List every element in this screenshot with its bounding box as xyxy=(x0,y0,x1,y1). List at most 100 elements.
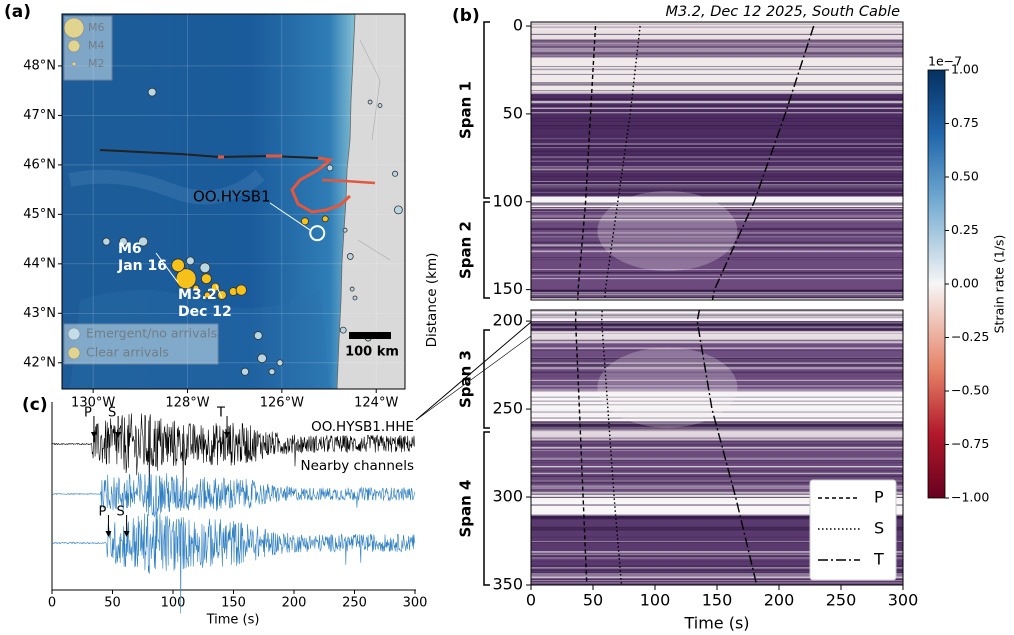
texture-line xyxy=(531,322,903,324)
texture-band xyxy=(531,92,903,197)
texture-line xyxy=(531,186,903,188)
pick-arrowhead xyxy=(105,531,112,537)
texture-line xyxy=(531,482,903,484)
texture-line xyxy=(531,145,903,147)
event xyxy=(171,258,185,273)
x-axis-label: Time (s) xyxy=(683,614,749,633)
event xyxy=(349,286,355,292)
texture-line xyxy=(531,77,903,79)
texture-line xyxy=(531,500,903,502)
panel-label: (a) xyxy=(4,2,31,22)
waveform-trace xyxy=(51,472,415,518)
colorbar xyxy=(927,69,946,499)
texture-line xyxy=(531,340,903,342)
texture-line xyxy=(531,257,903,259)
x-tick-label: 100 xyxy=(640,591,671,610)
legend-label: P xyxy=(874,488,884,507)
texture-line xyxy=(531,217,903,220)
texture-line xyxy=(531,125,903,127)
texture-line xyxy=(531,289,903,291)
land xyxy=(336,14,405,389)
texture-line xyxy=(531,51,903,53)
texture-line xyxy=(531,61,903,63)
texture-line xyxy=(531,551,903,554)
texture-line xyxy=(531,182,903,184)
texture-line xyxy=(531,66,903,68)
texture-line xyxy=(531,349,903,352)
annotation: M3.2 xyxy=(178,287,217,303)
texture-line xyxy=(531,472,903,475)
texture-line xyxy=(531,120,903,122)
texture-line xyxy=(531,462,903,464)
texture-line xyxy=(531,289,903,291)
texture-line xyxy=(531,446,903,449)
span-bracket xyxy=(483,431,490,586)
y-tick-label: 50 xyxy=(503,103,523,122)
texture-line xyxy=(531,108,903,109)
texture-line xyxy=(531,166,903,168)
texture-band xyxy=(531,321,903,332)
texture-line xyxy=(531,33,903,35)
texture-line xyxy=(531,333,903,334)
texture-line xyxy=(531,204,903,206)
texture-line xyxy=(531,457,903,459)
texture-line xyxy=(531,385,903,387)
texture-line xyxy=(531,396,903,398)
texture-line xyxy=(531,156,903,158)
texture-line xyxy=(531,273,903,275)
texture-line xyxy=(531,259,903,261)
texture-line xyxy=(531,433,903,436)
annotation: Dec 12 xyxy=(178,304,232,320)
texture-line xyxy=(531,154,903,156)
event xyxy=(339,326,347,334)
texture-line xyxy=(531,92,903,94)
span-label: Span 1 xyxy=(457,81,475,139)
cable-segment xyxy=(321,178,376,185)
span-bracket xyxy=(483,21,490,199)
texture-line xyxy=(531,375,903,377)
x-tick-label: 150 xyxy=(702,591,733,610)
texture-line xyxy=(531,269,903,270)
y-axis-label: Distance (km) xyxy=(424,253,440,348)
texture-line xyxy=(531,26,903,28)
waveform-trace xyxy=(51,511,415,614)
texture-line xyxy=(531,218,903,221)
trace-label: OO.HYSB1.HHE xyxy=(311,419,414,435)
pick-arrowhead xyxy=(224,432,231,438)
texture-line xyxy=(531,216,903,218)
seafloor-relief xyxy=(68,169,265,205)
texture-line xyxy=(531,566,903,567)
panel-label: (c) xyxy=(22,395,48,415)
event xyxy=(326,164,334,172)
texture-line xyxy=(531,485,903,488)
texture-line xyxy=(531,444,903,446)
texture-line xyxy=(531,417,903,419)
texture-line xyxy=(531,99,903,100)
texture-line xyxy=(531,234,903,236)
texture-line xyxy=(531,516,903,518)
texture-line xyxy=(531,250,903,253)
event xyxy=(268,368,276,376)
texture-line xyxy=(531,448,903,450)
chart-title: M3.2, Dec 12 2025, South Cable xyxy=(665,4,900,20)
texture-line xyxy=(531,326,903,327)
texture-line xyxy=(531,63,903,64)
texture-line xyxy=(531,412,903,415)
texture-line xyxy=(531,82,903,85)
texture-line xyxy=(531,242,903,245)
texture-line xyxy=(531,391,903,393)
event xyxy=(235,284,247,296)
texture-line xyxy=(531,107,903,109)
texture-line xyxy=(531,367,903,370)
texture-line xyxy=(531,536,903,538)
texture-line xyxy=(531,573,903,576)
texture-line xyxy=(531,188,903,190)
texture-line xyxy=(531,241,903,243)
legend-label: S xyxy=(874,519,884,538)
y-tick-label: 200 xyxy=(492,311,523,330)
texture-line xyxy=(531,573,903,576)
zoom-line xyxy=(415,321,532,421)
event xyxy=(200,273,212,285)
texture-line xyxy=(531,42,903,44)
